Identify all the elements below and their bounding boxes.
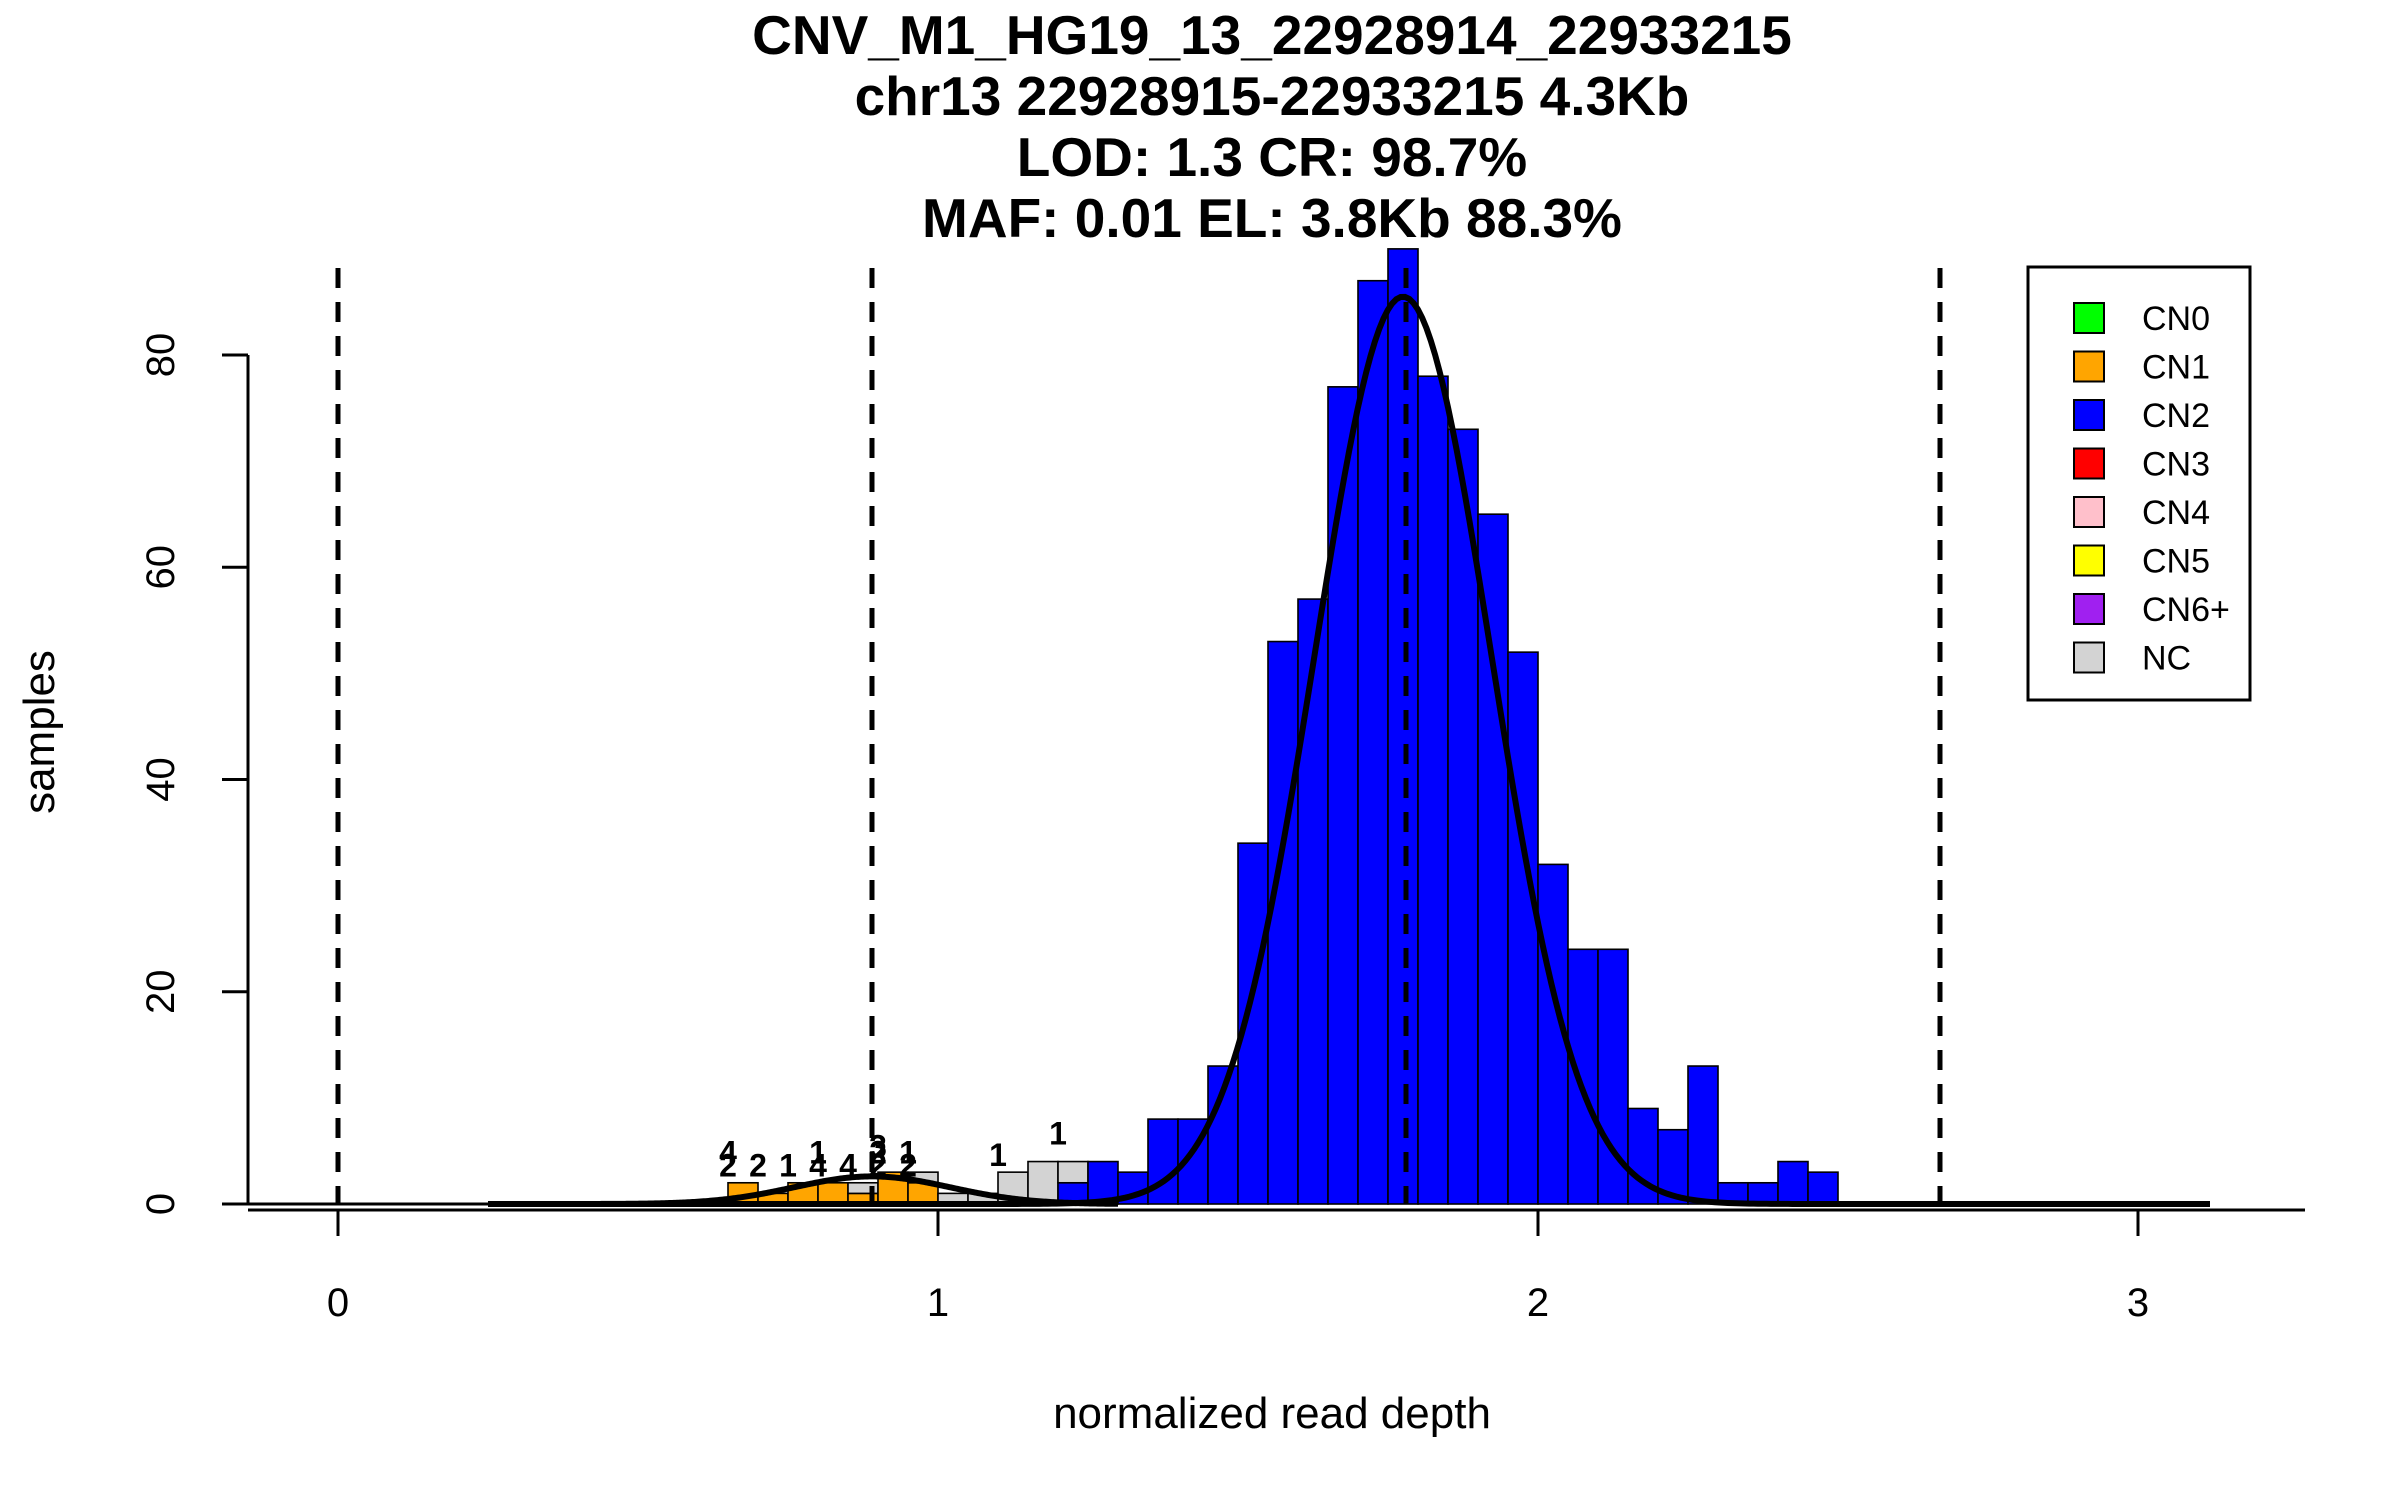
legend-swatch	[2073, 399, 2105, 431]
bin-count-label: 4	[719, 1135, 737, 1171]
legend-swatch	[2073, 593, 2105, 625]
bar-cn2	[1417, 375, 1449, 1205]
legend-entries: CN0 CN1 CN2 CN3 CN4 CN5 CN6+ NC	[2073, 300, 2230, 678]
title-line-4: MAF: 0.01 EL: 3.8Kb 88.3%	[922, 187, 1622, 249]
y-tick-label: 60	[139, 545, 183, 590]
legend: CN0 CN1 CN2 CN3 CN4 CN5 CN6+ NC	[2026, 265, 2252, 702]
bin-count-label: 1	[779, 1147, 797, 1183]
y-tick-label: 80	[139, 333, 183, 378]
y-tick-label: 40	[139, 757, 183, 802]
bar-cn2	[1297, 598, 1329, 1205]
bar-cn2	[1687, 1065, 1719, 1205]
title-line-1: CNV_M1_HG19_13_22928914_22933215	[752, 4, 1792, 66]
legend-label: NC	[2142, 640, 2191, 678]
legend-label: CN2	[2142, 397, 2210, 435]
bar-cn1	[817, 1181, 849, 1205]
bar-nc	[1027, 1160, 1059, 1205]
title-line-3: LOD: 1.3 CR: 98.7%	[1017, 126, 1527, 188]
bar-cn2	[1777, 1160, 1809, 1205]
y-axis-label: samples	[15, 650, 64, 814]
x-axis-label: normalized read depth	[1053, 1389, 1491, 1438]
bar-nc	[1057, 1160, 1089, 1184]
legend-label: CN5	[2142, 543, 2210, 581]
bin-count-label: 2	[899, 1147, 917, 1183]
y-tick-label: 0	[139, 1193, 183, 1215]
legend-label: CN3	[2142, 446, 2210, 484]
bar-cn2	[1507, 651, 1539, 1205]
y-tick-label: 20	[139, 970, 183, 1015]
bar-cn2	[1387, 248, 1419, 1205]
x-tick-label: 1	[927, 1281, 949, 1325]
chart-title: CNV_M1_HG19_13_22928914_22933215 chr13 2…	[752, 4, 1792, 249]
bin-count-label: 2	[719, 1147, 737, 1183]
legend-label: CN6+	[2142, 591, 2230, 629]
legend-box	[2026, 265, 2252, 702]
bin-count-label: 1	[1049, 1116, 1067, 1152]
bar-cn2	[1267, 640, 1299, 1205]
bin-count-label: 2	[749, 1147, 767, 1183]
legend-swatch	[2073, 350, 2105, 383]
legend-swatch	[2073, 447, 2105, 480]
legend-swatch	[2073, 641, 2105, 674]
legend-swatch	[2073, 496, 2105, 528]
legend-label: CN1	[2142, 349, 2210, 387]
bin-count-label: 1	[809, 1135, 827, 1171]
bar-cn2	[1477, 513, 1509, 1205]
bin-count-label: 1	[899, 1135, 917, 1171]
density-curve	[488, 293, 2210, 1207]
bar-cn2	[1567, 948, 1599, 1205]
bar-cn2	[1327, 386, 1359, 1205]
density-curves	[488, 293, 2210, 1207]
legend-swatch	[2073, 302, 2105, 334]
copy-number-thresholds	[335, 268, 1943, 1204]
title-line-2: chr13 22928915-22933215 4.3Kb	[855, 65, 1690, 127]
legend-swatch	[2073, 544, 2105, 577]
legend-label: CN0	[2142, 300, 2210, 338]
x-tick-label: 3	[2127, 1281, 2149, 1325]
x-tick-label: 2	[1527, 1281, 1549, 1325]
x-tick-label: 0	[327, 1281, 349, 1325]
bar-cn2	[1807, 1171, 1839, 1205]
bar-cn2	[1357, 279, 1389, 1205]
density-curve	[488, 1173, 1119, 1207]
legend-label: CN4	[2142, 494, 2210, 532]
bin-count-label: 1	[989, 1137, 1007, 1173]
bin-count-label: 4	[809, 1147, 827, 1183]
